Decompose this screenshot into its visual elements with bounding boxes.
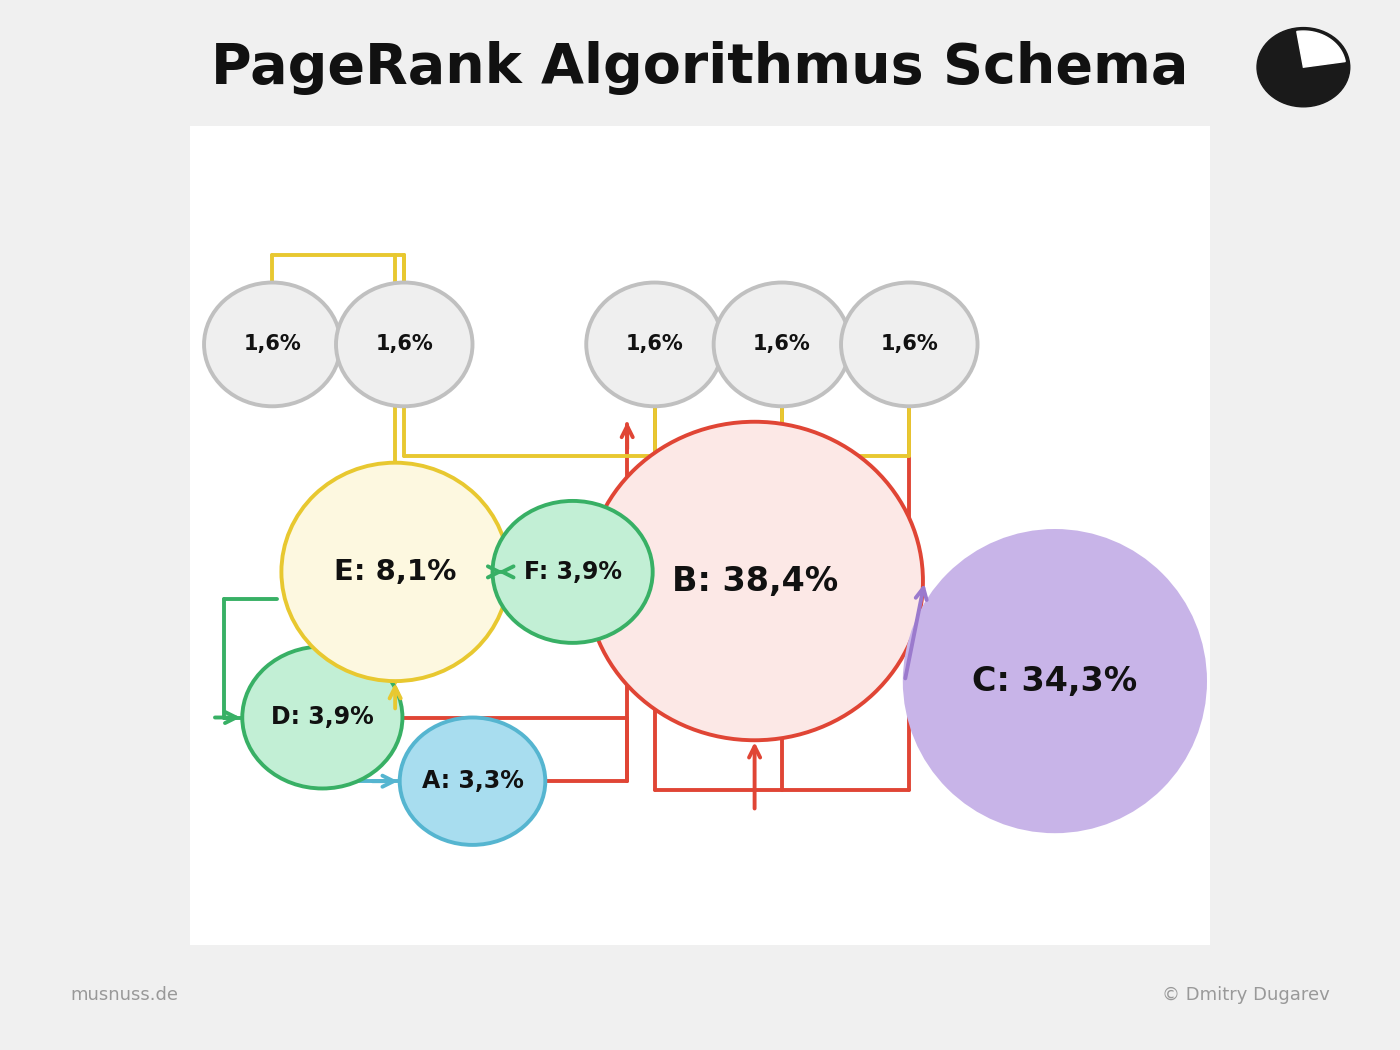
Ellipse shape <box>587 422 923 740</box>
Ellipse shape <box>336 282 473 406</box>
Text: F: 3,9%: F: 3,9% <box>524 560 622 584</box>
Text: B: 38,4%: B: 38,4% <box>672 565 837 597</box>
Text: © Dmitry Dugarev: © Dmitry Dugarev <box>1162 986 1330 1005</box>
Text: E: 8,1%: E: 8,1% <box>335 558 456 586</box>
Text: A: 3,3%: A: 3,3% <box>421 770 524 793</box>
Ellipse shape <box>493 501 652 643</box>
Text: 1,6%: 1,6% <box>244 334 301 355</box>
Text: PageRank Algorithmus Schema: PageRank Algorithmus Schema <box>211 41 1189 96</box>
Ellipse shape <box>841 282 977 406</box>
Text: 1,6%: 1,6% <box>881 334 938 355</box>
Ellipse shape <box>714 282 850 406</box>
Polygon shape <box>1296 32 1345 67</box>
Ellipse shape <box>400 717 546 845</box>
Ellipse shape <box>204 282 340 406</box>
Circle shape <box>1319 45 1333 58</box>
Ellipse shape <box>904 531 1205 832</box>
Text: 1,6%: 1,6% <box>375 334 433 355</box>
Text: 1,6%: 1,6% <box>753 334 811 355</box>
Text: musnuss.de: musnuss.de <box>70 986 178 1005</box>
Text: 1,6%: 1,6% <box>626 334 683 355</box>
Text: D: 3,9%: D: 3,9% <box>272 706 374 730</box>
Circle shape <box>1257 27 1350 107</box>
Text: C: 34,3%: C: 34,3% <box>973 665 1137 697</box>
FancyBboxPatch shape <box>186 123 1214 948</box>
Ellipse shape <box>587 282 722 406</box>
Ellipse shape <box>281 463 510 681</box>
Ellipse shape <box>242 647 402 789</box>
